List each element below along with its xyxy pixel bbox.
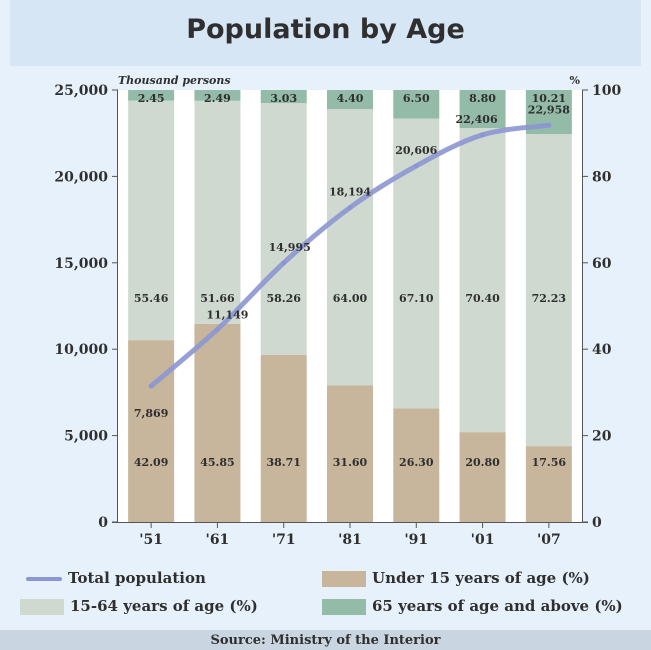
data-label-65-plus: 8.80 <box>469 92 496 105</box>
legend-label-15-64: 15-64 years of age (%) <box>70 597 258 615</box>
total-population-label: 7,869 <box>134 407 168 420</box>
legend-swatch-under-15 <box>322 571 366 587</box>
legend-item-total-population: Total population <box>26 569 266 591</box>
total-population-point <box>281 260 287 266</box>
data-label-65-plus: 2.49 <box>204 92 231 105</box>
left-axis-title: Thousand persons <box>118 74 231 87</box>
data-label-15-64: 55.46 <box>134 292 169 305</box>
left-tick-label: 20,000 <box>54 169 108 185</box>
bar-15-64 <box>459 128 506 433</box>
legend-item-under-15: Under 15 years of age (%) <box>322 569 642 591</box>
legend-item-65-plus: 65 years of age and above (%) <box>322 597 647 619</box>
right-tick-label: 60 <box>592 256 612 272</box>
bar-15-64 <box>128 100 175 341</box>
bar-15-64 <box>525 134 572 447</box>
data-label-under-15: 45.85 <box>200 456 234 469</box>
bar-65-plus <box>194 90 241 101</box>
data-label-65-plus: 10.21 <box>532 92 566 105</box>
title-band: Population by Age <box>10 0 641 66</box>
chart-title: Population by Age <box>186 14 465 45</box>
total-population-point <box>347 205 353 211</box>
data-label-65-plus: 6.50 <box>403 92 430 105</box>
data-label-15-64: 64.00 <box>333 292 368 305</box>
data-label-under-15: 38.71 <box>266 456 300 469</box>
left-tick-label: 10,000 <box>54 342 108 358</box>
bar-under-15 <box>194 323 241 522</box>
legend-label-total-population: Total population <box>68 569 206 587</box>
left-tick-label: 25,000 <box>54 83 108 99</box>
x-tick-label: '51 <box>139 532 163 548</box>
bar-65-plus <box>459 90 506 129</box>
total-population-point <box>214 326 220 332</box>
total-population-point <box>480 132 486 138</box>
data-label-15-64: 67.10 <box>399 292 434 305</box>
bar-under-15 <box>393 408 440 522</box>
right-tick-label: 20 <box>592 429 612 445</box>
data-label-65-plus: 3.03 <box>270 92 297 105</box>
bar-15-64 <box>327 109 373 386</box>
total-population-label: 11,149 <box>206 308 248 321</box>
legend-label-under-15: Under 15 years of age (%) <box>372 569 590 587</box>
left-tick-label: 0 <box>98 515 108 531</box>
bar-under-15 <box>459 432 506 522</box>
right-tick-label: 0 <box>592 515 602 531</box>
source-note: Source: Ministry of the Interior <box>210 633 441 648</box>
bar-under-15 <box>525 446 572 522</box>
data-label-under-15: 26.30 <box>399 456 434 469</box>
legend-label-65-plus: 65 years of age and above (%) <box>372 597 623 615</box>
total-population-label: 20,606 <box>395 144 437 157</box>
bar-65-plus <box>260 90 307 104</box>
total-population-label: 22,958 <box>528 103 570 116</box>
left-tick-label: 5,000 <box>64 429 108 445</box>
right-tick-label: 40 <box>592 342 612 358</box>
total-population-label: 18,194 <box>329 186 371 199</box>
legend-line-swatch <box>26 577 62 581</box>
bar-65-plus <box>393 90 440 119</box>
population-chart: 0 5,000 10,000 15,000 20,000 25,000 0 20 40 60 80 1… <box>54 74 621 548</box>
x-tick-label: '71 <box>272 532 296 548</box>
bar-under-15 <box>128 340 175 522</box>
bar-15-64 <box>260 103 307 355</box>
right-tick-label: 100 <box>592 83 621 99</box>
bar-65-plus <box>128 90 175 101</box>
data-label-15-64: 58.26 <box>266 292 301 305</box>
bar-under-15 <box>327 385 373 522</box>
x-tick-label: '01 <box>471 532 495 548</box>
x-tick-label: '07 <box>537 532 561 548</box>
data-label-under-15: 20.80 <box>465 456 500 469</box>
bar-under-15 <box>260 354 307 522</box>
right-axis-title: % <box>570 74 581 87</box>
legend-swatch-15-64 <box>20 599 64 615</box>
data-label-under-15: 17.56 <box>532 456 567 469</box>
x-tick-label: '81 <box>338 532 362 548</box>
data-label-under-15: 31.60 <box>333 456 368 469</box>
bar-65-plus <box>327 90 373 110</box>
right-tick-label: 80 <box>592 169 612 185</box>
data-label-65-plus: 2.45 <box>138 92 165 105</box>
x-tick-label: '61 <box>206 532 230 548</box>
source-band: Source: Ministry of the Interior <box>0 630 651 650</box>
data-label-15-64: 70.40 <box>465 292 500 305</box>
legend-item-15-64: 15-64 years of age (%) <box>20 597 320 619</box>
total-population-label: 22,406 <box>456 113 498 126</box>
total-population-point <box>413 163 419 169</box>
total-population-label: 14,995 <box>269 241 311 254</box>
left-tick-label: 15,000 <box>54 256 108 272</box>
bar-15-64 <box>393 118 440 409</box>
total-population-point <box>148 383 154 389</box>
bar-15-64 <box>194 100 241 324</box>
data-label-under-15: 42.09 <box>134 456 168 469</box>
x-tick-label: '91 <box>404 532 428 548</box>
data-label-15-64: 72.23 <box>532 292 566 305</box>
data-label-15-64: 51.66 <box>200 292 235 305</box>
legend-swatch-65-plus <box>322 599 366 615</box>
total-population-point <box>546 122 552 128</box>
data-label-65-plus: 4.40 <box>337 92 364 105</box>
